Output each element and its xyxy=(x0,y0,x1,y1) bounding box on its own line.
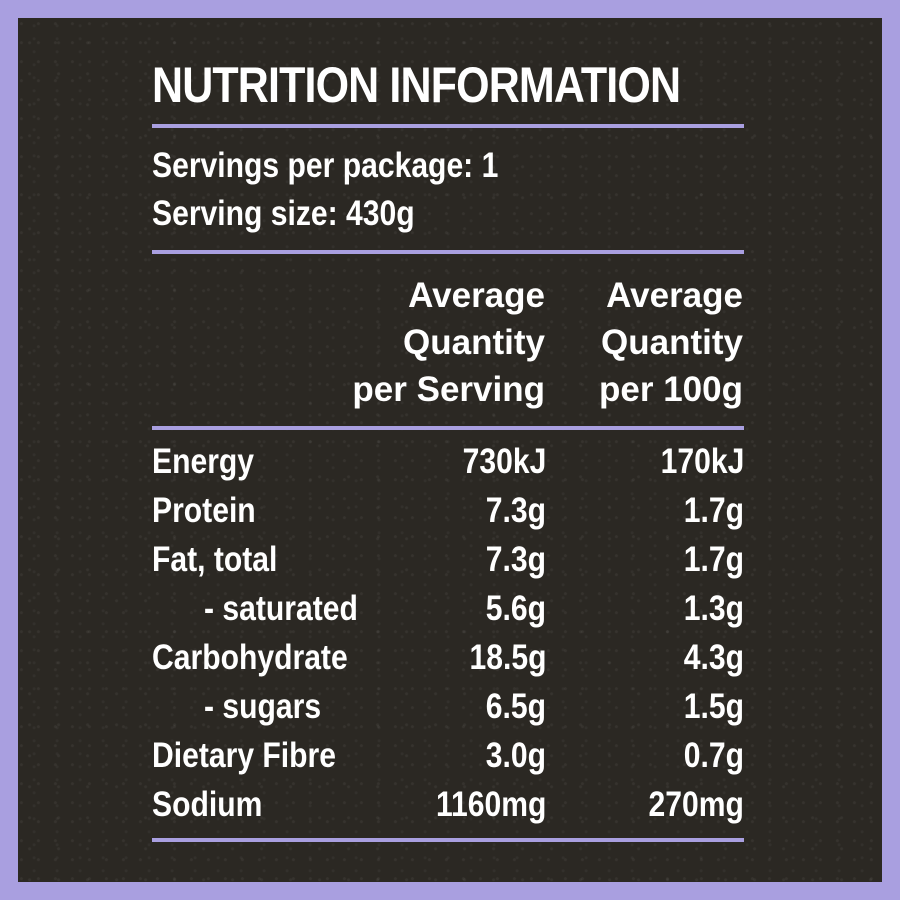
nutrition-panel xyxy=(18,18,882,882)
value-per-serving: 730kJ xyxy=(462,442,546,481)
column-header-line: Average xyxy=(606,276,743,315)
nutrient-name: Sodium xyxy=(152,785,263,824)
value-per-100g: 1.7g xyxy=(683,540,744,579)
value-per-serving: 18.5g xyxy=(469,638,546,677)
nutrient-name: - sugars xyxy=(204,687,322,726)
value-per-100g: 1.3g xyxy=(683,589,744,628)
column-header-line: Quantity xyxy=(601,323,743,362)
nutrient-row-sodium: Sodium 1160mg 270mg xyxy=(152,785,744,833)
value-per-serving: 3.0g xyxy=(485,736,546,775)
column-header-line: Quantity xyxy=(403,323,545,362)
divider-top xyxy=(152,124,744,128)
nutrient-name: Fat, total xyxy=(152,540,278,579)
value-per-100g: 1.7g xyxy=(683,491,744,530)
nutrient-row-protein: Protein 7.3g 1.7g xyxy=(152,491,744,539)
nutrient-name: - saturated xyxy=(204,589,358,628)
nutrient-name: Protein xyxy=(152,491,256,530)
nutrient-name: Dietary Fibre xyxy=(152,736,337,775)
column-header-per-serving: Average Quantity per Serving xyxy=(352,272,545,413)
divider-header xyxy=(152,426,744,430)
column-header-line: Average xyxy=(408,276,545,315)
nutrient-row-carbohydrate: Carbohydrate 18.5g 4.3g xyxy=(152,638,744,686)
value-per-100g: 4.3g xyxy=(683,638,744,677)
nutrient-row-energy: Energy 730kJ 170kJ xyxy=(152,442,744,490)
divider-bottom xyxy=(152,838,744,842)
column-header-per-100g: Average Quantity per 100g xyxy=(599,272,743,413)
value-per-100g: 0.7g xyxy=(683,736,744,775)
servings-per-package: Servings per package: 1 xyxy=(152,146,499,185)
column-header-line: per 100g xyxy=(599,370,743,409)
value-per-serving: 1160mg xyxy=(435,785,546,824)
value-per-100g: 170kJ xyxy=(660,442,744,481)
value-per-100g: 270mg xyxy=(648,785,744,824)
value-per-serving: 7.3g xyxy=(485,540,546,579)
value-per-serving: 7.3g xyxy=(485,491,546,530)
nutrient-row-dietary-fibre: Dietary Fibre 3.0g 0.7g xyxy=(152,736,744,784)
divider-servings xyxy=(152,250,744,254)
nutrition-title: NUTRITION INFORMATION xyxy=(152,57,681,113)
nutrient-row-saturated: - saturated 5.6g 1.3g xyxy=(152,589,744,637)
nutrient-row-fat-total: Fat, total 7.3g 1.7g xyxy=(152,540,744,588)
nutrient-row-sugars: - sugars 6.5g 1.5g xyxy=(152,687,744,735)
value-per-100g: 1.5g xyxy=(683,687,744,726)
serving-size: Serving size: 430g xyxy=(152,194,415,233)
value-per-serving: 6.5g xyxy=(485,687,546,726)
value-per-serving: 5.6g xyxy=(485,589,546,628)
nutrient-name: Carbohydrate xyxy=(152,638,348,677)
column-header-line: per Serving xyxy=(352,370,545,409)
nutrient-name: Energy xyxy=(152,442,255,481)
